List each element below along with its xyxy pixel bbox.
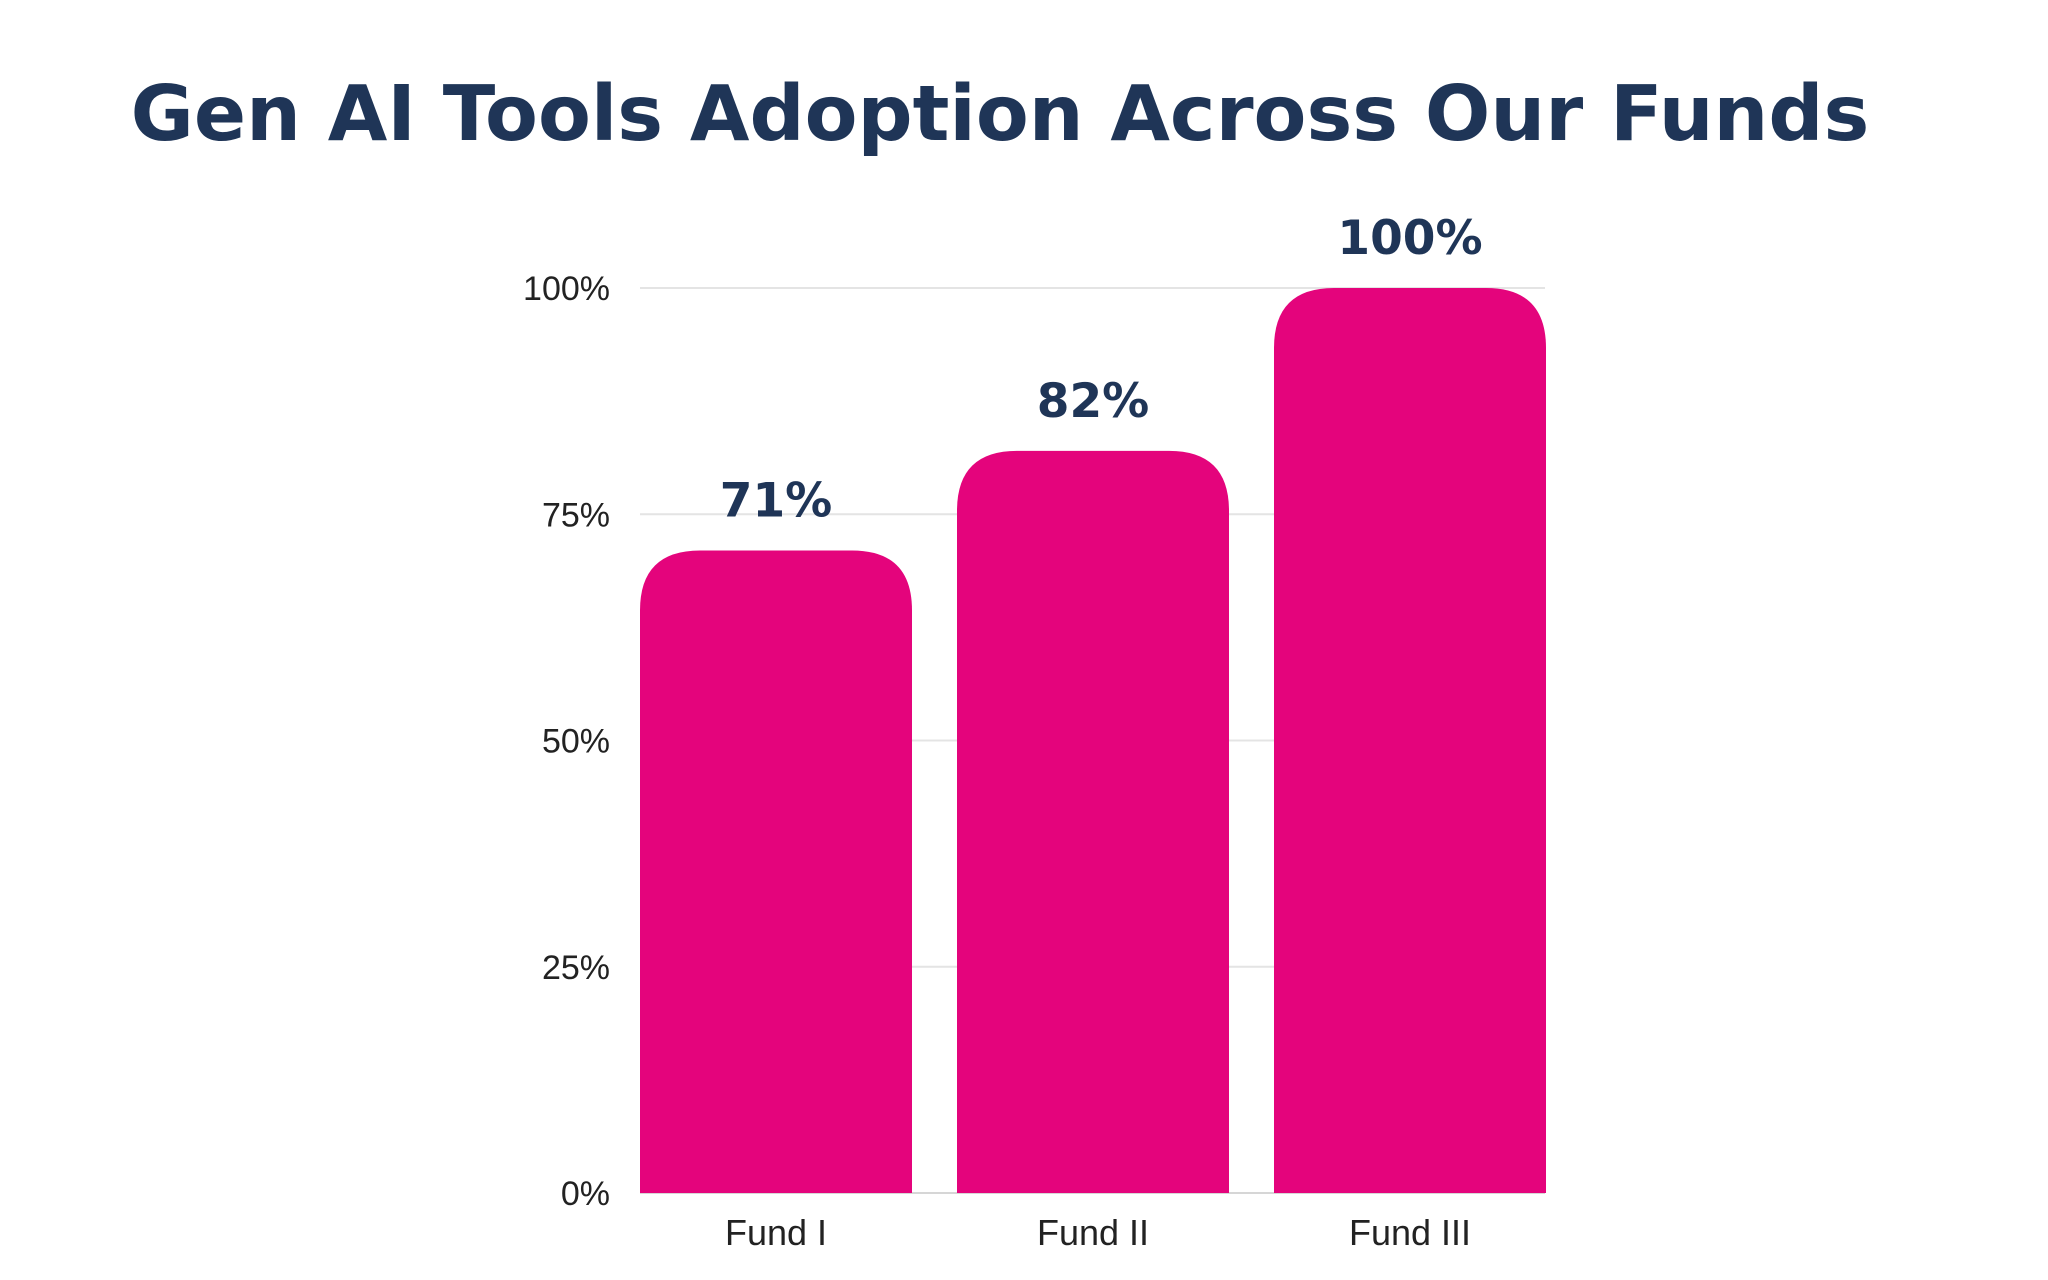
x-tick-label: Fund I — [725, 1212, 827, 1253]
bar-1 — [640, 550, 912, 1193]
bar-3 — [1274, 288, 1546, 1193]
y-tick-label: 100% — [523, 270, 610, 308]
x-tick-label: Fund III — [1349, 1212, 1471, 1253]
y-axis-tick-labels: 0% 25% 50% 75% 100% — [523, 270, 610, 1213]
data-label: 82% — [1037, 374, 1150, 429]
bars — [640, 288, 1546, 1193]
x-tick-label: Fund II — [1037, 1212, 1149, 1253]
data-labels: 71% 82% 100% — [720, 211, 1483, 528]
chart-title: Gen AI Tools Adoption Across Our Funds — [131, 70, 1870, 159]
data-label: 71% — [720, 473, 833, 528]
y-tick-label: 0% — [561, 1175, 610, 1213]
y-tick-label: 50% — [542, 723, 610, 761]
bar-2 — [957, 450, 1229, 1193]
x-axis-category-labels: Fund I Fund II Fund III — [725, 1212, 1471, 1253]
y-tick-label: 75% — [542, 496, 610, 534]
data-label: 100% — [1337, 211, 1482, 266]
y-tick-label: 25% — [542, 949, 610, 987]
